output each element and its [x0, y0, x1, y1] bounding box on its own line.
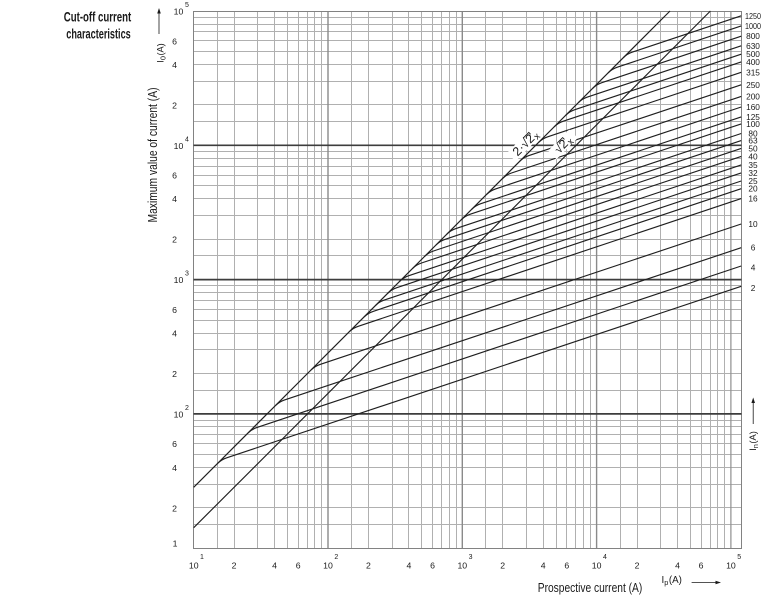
svg-text:2: 2	[751, 283, 756, 293]
svg-text:2: 2	[635, 560, 640, 570]
svg-text:characteristics: characteristics	[66, 26, 131, 41]
svg-text:315: 315	[746, 67, 760, 77]
svg-text:I0(A): I0(A)	[155, 43, 167, 62]
svg-text:6: 6	[699, 560, 704, 570]
svg-text:16: 16	[748, 194, 758, 204]
svg-text:6: 6	[751, 243, 756, 253]
svg-text:1: 1	[173, 539, 178, 549]
svg-text:6: 6	[430, 560, 435, 570]
svg-text:4: 4	[172, 463, 177, 473]
svg-text:Ip(A): Ip(A)	[662, 575, 682, 587]
svg-text:4: 4	[541, 560, 546, 570]
svg-text:32: 32	[748, 168, 758, 178]
svg-text:40: 40	[748, 151, 758, 161]
svg-text:1250: 1250	[745, 11, 761, 21]
svg-text:2: 2	[172, 369, 177, 379]
svg-text:800: 800	[746, 31, 760, 41]
svg-text:4: 4	[675, 560, 680, 570]
svg-text:10: 10	[748, 219, 758, 229]
svg-text:6: 6	[172, 36, 177, 46]
svg-text:1: 1	[200, 554, 204, 561]
svg-text:100: 100	[746, 119, 760, 129]
svg-text:Prospective current (A): Prospective current (A)	[538, 580, 643, 595]
svg-text:6: 6	[564, 560, 569, 570]
svg-text:2: 2	[172, 503, 177, 513]
svg-text:10: 10	[174, 141, 184, 151]
svg-text:4: 4	[172, 194, 177, 204]
svg-text:5: 5	[185, 2, 189, 9]
svg-text:50: 50	[748, 143, 758, 153]
svg-text:2: 2	[500, 560, 505, 570]
svg-text:160: 160	[746, 102, 760, 112]
svg-text:2: 2	[185, 405, 189, 412]
svg-text:2: 2	[172, 100, 177, 110]
svg-text:1000: 1000	[745, 21, 761, 31]
svg-text:80: 80	[748, 129, 758, 139]
svg-text:6: 6	[172, 439, 177, 449]
svg-text:4: 4	[751, 262, 756, 272]
svg-text:2: 2	[366, 560, 371, 570]
svg-text:2: 2	[172, 235, 177, 245]
svg-text:10: 10	[323, 560, 333, 570]
svg-text:10: 10	[592, 560, 602, 570]
svg-text:5: 5	[737, 554, 741, 561]
svg-text:4: 4	[406, 560, 411, 570]
svg-text:4: 4	[172, 60, 177, 70]
svg-text:10: 10	[457, 560, 467, 570]
svg-text:Maximum value of current (A): Maximum value of current (A)	[145, 87, 160, 222]
svg-text:500: 500	[746, 49, 760, 59]
svg-text:25: 25	[748, 176, 758, 186]
svg-text:20: 20	[748, 184, 758, 194]
svg-text:6: 6	[172, 171, 177, 181]
svg-text:6: 6	[172, 305, 177, 315]
svg-text:250: 250	[746, 80, 760, 90]
svg-text:2: 2	[232, 560, 237, 570]
svg-text:10: 10	[174, 275, 184, 285]
svg-text:125: 125	[746, 112, 760, 122]
svg-text:10: 10	[189, 560, 199, 570]
svg-text:3: 3	[185, 271, 189, 278]
svg-text:35: 35	[748, 160, 758, 170]
svg-text:2: 2	[334, 554, 338, 561]
svg-text:3: 3	[469, 554, 473, 561]
svg-text:10: 10	[726, 560, 736, 570]
svg-text:4: 4	[272, 560, 277, 570]
svg-text:10: 10	[174, 409, 184, 419]
svg-text:200: 200	[746, 91, 760, 101]
svg-text:6: 6	[296, 560, 301, 570]
svg-text:4: 4	[172, 329, 177, 339]
svg-text:400: 400	[746, 57, 760, 67]
svg-text:4: 4	[603, 554, 607, 561]
svg-text:63: 63	[748, 136, 758, 146]
svg-text:4: 4	[185, 136, 189, 143]
svg-text:In(A): In(A)	[747, 431, 760, 451]
svg-text:10: 10	[174, 7, 184, 17]
svg-text:630: 630	[746, 41, 760, 51]
svg-text:Cut-off current: Cut-off current	[64, 10, 132, 25]
